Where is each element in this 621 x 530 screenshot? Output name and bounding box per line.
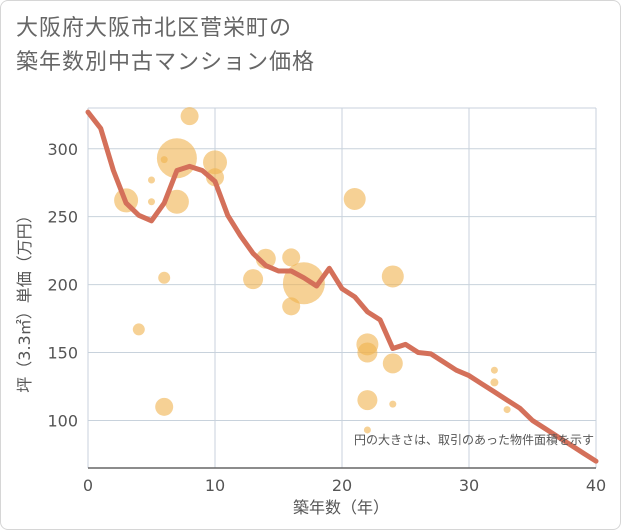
- y-tick-labels: 100 150 200 250 300: [47, 140, 78, 431]
- bubble-point: [148, 176, 155, 184]
- bubble-point: [203, 150, 227, 175]
- y-tick-label: 200: [47, 276, 78, 295]
- bubble-point: [180, 107, 199, 126]
- bubble-point: [357, 342, 378, 363]
- y-tick-label: 150: [47, 344, 78, 363]
- bubble-point: [155, 397, 174, 416]
- bubble-point: [503, 406, 511, 414]
- bubble-point: [381, 265, 404, 288]
- bubble-point: [243, 269, 264, 290]
- bubble-point: [206, 168, 224, 187]
- bubble-series: [114, 107, 511, 434]
- trend-line-series: [85, 109, 599, 464]
- bubble-point: [148, 198, 155, 206]
- bubble-point: [164, 189, 189, 214]
- bubble-point: [357, 390, 378, 411]
- chart-title-line-1: 大阪府大阪市北区菅栄町の: [16, 16, 293, 41]
- trend-line: [85, 109, 599, 464]
- bubble-point: [389, 400, 397, 408]
- bubble-point: [282, 248, 301, 267]
- y-axis-label: 坪（3.3㎡）単価（万円）: [15, 207, 34, 392]
- x-tick-label: 30: [459, 476, 479, 495]
- y-tick-label: 100: [47, 411, 78, 430]
- bubble-point: [490, 378, 499, 387]
- bubble-point: [343, 188, 366, 211]
- bubble-size-note: 円の大きさは、取引のあった物件面積を示す: [354, 432, 594, 447]
- x-tick-label: 0: [83, 476, 93, 495]
- x-tick-labels: 0 10 20 30 40: [83, 476, 606, 495]
- y-tick-label: 250: [47, 208, 78, 227]
- bubble-point: [490, 366, 498, 374]
- chart-title-line-2: 築年数別中古マンション価格: [16, 50, 316, 75]
- chart-title: 大阪府大阪市北区菅栄町の 築年数別中古マンション価格: [16, 12, 315, 80]
- x-tick-label: 20: [332, 476, 352, 495]
- x-tick-label: 10: [205, 476, 225, 495]
- x-tick-label: 40: [586, 476, 606, 495]
- x-axis-label: 築年数（年）: [293, 498, 389, 517]
- y-tick-label: 300: [47, 140, 78, 159]
- bubble-point: [382, 353, 403, 374]
- bubble-point: [132, 323, 145, 336]
- bubble-point: [363, 426, 371, 434]
- bubble-point: [158, 271, 171, 284]
